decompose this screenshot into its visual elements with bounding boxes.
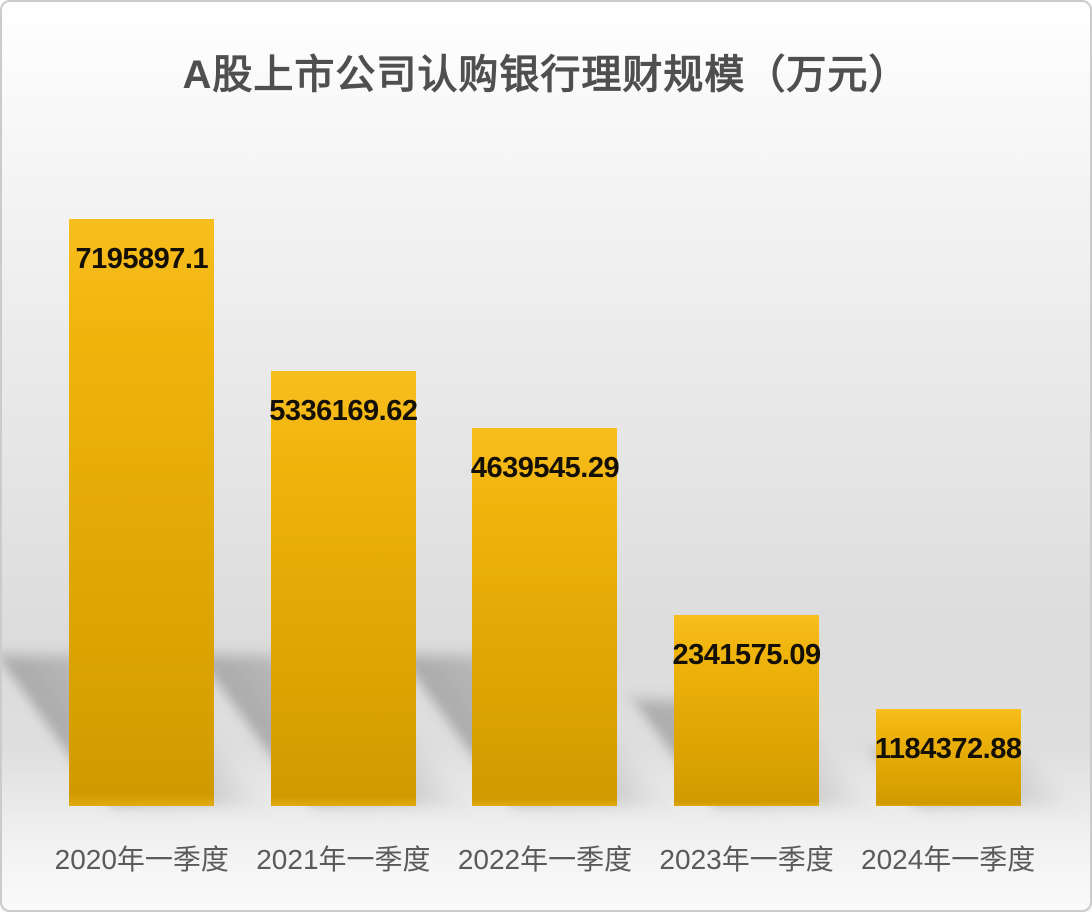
bar-column: 7195897.1 xyxy=(2,219,298,806)
bar: 2341575.09 xyxy=(672,615,821,806)
x-axis-label: 2021年一季度 xyxy=(256,844,431,875)
bar-value-label: 7195897.1 xyxy=(75,243,209,275)
x-axis: 2020年一季度 2021年一季度 2022年一季度 2023年一季度 2024年一季度 xyxy=(41,838,1049,878)
bar-column: 4639545.29 xyxy=(399,219,701,806)
bar-value-label: 5336169.62 xyxy=(269,395,418,427)
bar-column: 5336169.62 xyxy=(198,219,499,806)
x-axis-label: 2023年一季度 xyxy=(659,844,834,875)
bar: 1184372.88 xyxy=(874,709,1022,806)
bar: 5336169.62 xyxy=(269,371,418,806)
chart-title: A股上市公司认购银行理财规模（万元） xyxy=(182,53,910,97)
bar-value-label: 4639545.29 xyxy=(470,452,620,484)
bar-column: 1184372.88 xyxy=(847,219,1090,806)
bar-column: 2341575.09 xyxy=(633,219,902,806)
bar-value-label: 1184372.88 xyxy=(874,733,1022,765)
bar: 4639545.29 xyxy=(470,428,620,806)
bar: 7195897.1 xyxy=(69,219,215,806)
x-axis-label: 2020年一季度 xyxy=(54,844,229,875)
plot-area: 7195897.1 5336169.62 4639545.29 2341575.09 1… xyxy=(2,219,1090,806)
x-axis-label: 2022年一季度 xyxy=(457,844,633,875)
bar-value-label: 2341575.09 xyxy=(672,639,821,671)
x-axis-label: 2024年一季度 xyxy=(861,844,1036,875)
